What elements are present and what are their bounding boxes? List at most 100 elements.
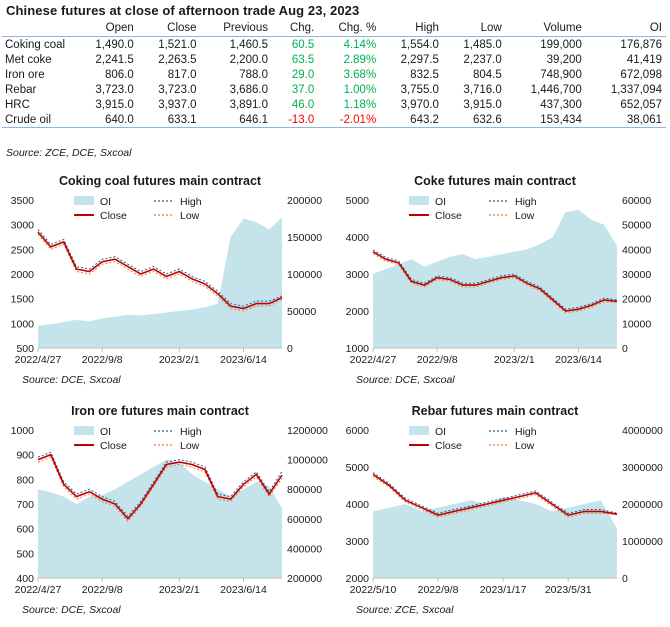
y-tick-label: 500 [16,548,34,560]
previous-cell: 1,460.5 [229,38,268,51]
low-cell: 632.6 [442,112,506,128]
y2-tick-label: 200000 [287,195,322,207]
series-line-close [37,231,283,310]
close-cell: 3,723.0 [158,83,197,96]
y2-tick-label: 10000 [622,318,651,330]
volume-cell: 748,900 [540,68,582,81]
open-cell: 806.0 [105,68,134,81]
commodity-name: Met coke [5,53,52,66]
x-tick-label: 2023/2/1 [494,354,535,366]
high-cell: 3,970.0 [400,98,439,111]
series-line-low [372,253,618,314]
chart-panel-rebar: Rebar futures main contract 2000 3000 4000 5… [335,398,670,598]
y-tick-label: 2000 [346,306,370,318]
previous-cell: 646.1 [200,112,272,128]
legend-label: Close [435,210,462,222]
chart-title: Coking coal futures main contract [59,174,262,188]
volume-cell: 199,000 [540,38,582,51]
oi-area [38,459,282,578]
previous-cell: 3,891.0 [229,98,268,111]
legend-label: High [515,426,537,438]
y-tick-label: 3500 [11,195,35,207]
high-cell: 2,297.5 [400,53,439,66]
chart-title: Rebar futures main contract [412,404,580,418]
chart-iron-ore: Iron ore futures main contract 400 500 600 7… [11,404,328,596]
legend-label: OI [435,426,446,438]
chart-panel-iron-ore: Iron ore futures main contract 400 500 600 7… [0,398,335,598]
volume-cell: 1,446,700 [530,83,582,96]
header-cell: High [380,20,443,37]
table-row: Iron ore 806.0 817.0 788.0 29.0 3.68% 83… [2,67,666,82]
change-cell: 46.0 [291,98,315,111]
oi-cell: 41,419 [626,53,662,66]
close-cell: 633.1 [137,112,201,128]
y-tick-label: 4000 [346,232,370,244]
y-tick-label: 500 [16,343,34,355]
x-tick-label: 2022/4/27 [15,584,62,596]
y-tick-label: 4000 [346,499,370,511]
previous-cell: 3,686.0 [229,83,268,96]
change-pct-cell: 3.68% [343,68,377,81]
chart-panel-coke: Coke futures main contract 1000 2000 3000 40… [335,168,670,368]
x-tick-label: 2023/5/31 [545,584,592,596]
legend-label: High [180,426,202,438]
header-cell: Close [137,20,201,37]
change-cell: 60.5 [291,38,315,51]
header-cell: Chg. [271,20,319,37]
legend-swatch-oi [409,426,429,435]
x-tick-label: 2022/4/27 [15,354,62,366]
change-cell: -13.0 [271,112,319,128]
y-tick-label: 700 [16,499,34,511]
commodity-name: Coking coal [5,38,66,51]
commodity-name: Rebar [5,83,37,96]
chart-coke: Coke futures main contract 1000 2000 3000 40… [346,174,652,366]
y-tick-label: 3000 [346,269,370,281]
x-tick-label: 2023/2/1 [159,584,200,596]
legend-swatch-oi [74,196,94,205]
x-tick-label: 2023/6/14 [220,584,267,596]
open-cell: 2,241.5 [95,53,134,66]
series-line-high [372,249,618,310]
futures-table: Open Close Previous Chg. Chg. % High Low… [2,20,666,128]
y2-tick-label: 0 [287,343,293,355]
low-cell: 3,716.0 [463,83,502,96]
previous-cell: 2,200.0 [229,53,268,66]
y-tick-label: 1500 [11,294,35,306]
header-cell [2,20,75,37]
y-tick-label: 1000 [346,343,370,355]
table-title: Chinese futures at close of afternoon tr… [6,3,360,18]
header-cell: Previous [200,20,272,37]
y2-tick-label: 50000 [622,220,651,232]
low-cell: 3,915.0 [463,98,502,111]
legend-label: Close [435,440,462,452]
y-tick-label: 3000 [11,220,35,232]
legend-label: High [180,196,202,208]
y-tick-label: 5000 [346,195,370,207]
y2-tick-label: 3000000 [622,462,663,474]
chart-source: Source: DCE, Sxcoal [356,374,455,386]
y2-tick-label: 40000 [622,244,651,256]
chart-panel-coking-coal: Coking coal futures main contract 500 1000… [0,168,335,368]
y2-tick-label: 1200000 [287,425,328,437]
open-cell: 1,490.0 [95,38,134,51]
series-line-close [37,453,283,521]
commodity-name: Iron ore [5,68,45,81]
y2-tick-label: 50000 [287,306,316,318]
y2-tick-label: 800000 [287,484,322,496]
close-cell: 1,521.0 [158,38,197,51]
y2-tick-label: 200000 [287,573,322,585]
y-tick-label: 400 [16,573,34,585]
series-line-low [37,234,283,312]
header-cell: Low [442,20,506,37]
legend-label: Low [180,210,200,222]
legend-label: Low [515,440,535,452]
series-line-close [372,251,618,312]
oi-cell: 176,876 [620,38,662,51]
y-tick-label: 5000 [346,462,370,474]
y2-tick-label: 1000000 [287,455,328,467]
change-cell: 37.0 [291,83,315,96]
change-pct-cell: -2.01% [318,112,381,128]
y2-tick-label: 2000000 [622,499,663,511]
legend-label: Close [100,440,127,452]
close-cell: 817.0 [167,68,197,81]
